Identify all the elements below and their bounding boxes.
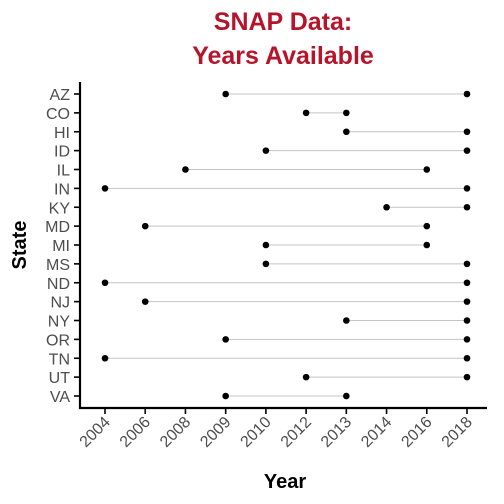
range-points: [101, 90, 471, 400]
y-tick-label-az: AZ: [50, 87, 71, 104]
range-start-point-md: [141, 222, 149, 230]
y-tick-label-ny: NY: [48, 314, 71, 331]
x-axis-ticks: 2004 2006 2008 2009 2010 2012 2013 2014 2016 2018: [77, 408, 476, 451]
range-start-point-ny: [343, 317, 350, 324]
y-tick-label-in: IN: [54, 181, 70, 198]
x-tick-label-2010: 2010: [238, 414, 275, 451]
range-end-point-nj: [463, 298, 471, 305]
y-tick-label-md: MD: [45, 219, 70, 236]
range-start-point-hi: [343, 128, 350, 136]
x-tick-label-2008: 2008: [157, 414, 194, 451]
y-tick-label-il: IL: [57, 163, 70, 180]
y-tick-label-nd: ND: [47, 276, 70, 293]
range-end-point-va: [343, 392, 350, 400]
chart-title-line-2: Years Available: [192, 42, 374, 70]
y-tick-label-hi: HI: [54, 125, 70, 142]
range-start-point-il: [182, 166, 189, 173]
y-tick-label-mi: MI: [52, 238, 70, 255]
chart-title-line-1: SNAP Data:: [214, 8, 352, 36]
range-end-point-ut: [463, 373, 471, 381]
range-end-point-mi: [423, 241, 431, 249]
range-end-point-in: [463, 185, 471, 192]
y-tick-label-va: VA: [50, 389, 70, 406]
range-end-point-az: [463, 90, 471, 98]
y-tick-label-nj: NJ: [50, 295, 70, 312]
range-start-point-az: [222, 90, 229, 98]
range-end-point-md: [423, 222, 431, 230]
range-end-point-hi: [463, 128, 471, 136]
x-tick-label-2018: 2018: [439, 414, 476, 451]
x-tick-label-2012: 2012: [278, 414, 315, 451]
range-start-point-in: [101, 185, 109, 192]
range-end-point-tn: [463, 354, 471, 362]
x-tick-label-2013: 2013: [318, 414, 355, 451]
x-axis-title: Year: [264, 471, 306, 493]
range-start-point-va: [222, 392, 229, 400]
y-tick-label-co: CO: [46, 106, 70, 123]
x-tick-label-2004: 2004: [77, 414, 114, 451]
x-tick-label-2014: 2014: [358, 414, 395, 451]
y-axis-title: State: [9, 221, 31, 270]
y-tick-label-or: OR: [46, 332, 70, 349]
range-end-point-ms: [463, 260, 471, 268]
y-tick-label-id: ID: [54, 144, 70, 161]
y-tick-label-ky: KY: [49, 200, 71, 217]
range-end-point-or: [463, 336, 471, 343]
range-end-point-co: [343, 109, 350, 117]
range-start-point-ky: [383, 203, 390, 211]
range-start-point-tn: [101, 354, 109, 362]
y-tick-label-ut: UT: [49, 370, 71, 387]
range-start-point-nd: [101, 279, 109, 287]
range-start-point-ut: [302, 373, 310, 381]
x-tick-label-2016: 2016: [398, 414, 435, 451]
range-start-point-or: [222, 336, 229, 343]
range-start-point-nj: [141, 298, 149, 305]
range-start-point-mi: [262, 241, 270, 249]
x-tick-label-2009: 2009: [197, 414, 234, 451]
range-start-point-co: [302, 109, 310, 117]
range-start-point-ms: [262, 260, 270, 268]
range-end-point-ny: [463, 317, 471, 324]
x-tick-label-2006: 2006: [117, 414, 154, 451]
range-end-point-ky: [463, 203, 471, 211]
range-end-point-id: [463, 147, 471, 154]
range-segments: [105, 93, 467, 397]
range-end-point-nd: [463, 279, 471, 287]
range-end-point-il: [423, 166, 431, 173]
y-tick-label-tn: TN: [49, 351, 70, 368]
y-tick-label-ms: MS: [46, 257, 70, 274]
range-start-point-id: [262, 147, 270, 154]
